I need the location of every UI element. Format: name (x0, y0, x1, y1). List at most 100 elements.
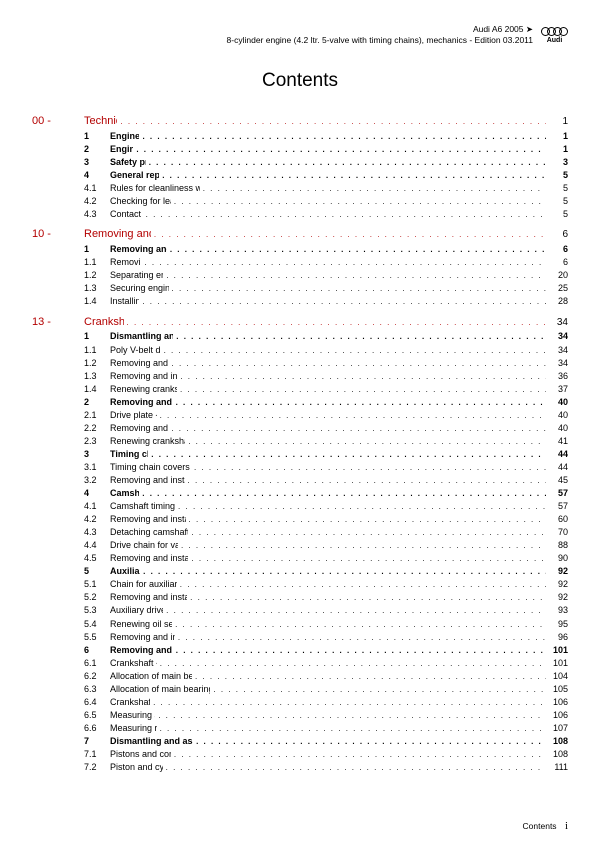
item-page: 3 (546, 156, 568, 169)
item-page: 60 (546, 513, 568, 526)
subsection-row: 6Removing and installing crankshaft101 (32, 644, 568, 657)
page-footer: Contents i (523, 820, 568, 832)
item-page: 34 (546, 330, 568, 343)
entry-row: 4.3Detaching camshaft timing chains from… (32, 526, 568, 539)
entry-row: 1.4Renewing crankshaft oil seal (pulley … (32, 383, 568, 396)
item-label: Removing and installing poly V-belt (110, 357, 169, 370)
item-number: 1 (32, 330, 110, 343)
leader-dots (175, 501, 546, 513)
entry-row: 6.6Measuring radial clearance107 (32, 722, 568, 735)
item-page: 92 (546, 578, 568, 591)
item-number: 6.4 (32, 696, 110, 709)
item-page: 5 (546, 182, 568, 195)
item-label: Removing and installing spur gear drive (110, 631, 175, 644)
item-page: 28 (546, 295, 568, 308)
item-label: Removing and installing engine (110, 243, 167, 256)
item-number: 6.6 (32, 722, 110, 735)
item-number: 1.1 (32, 256, 110, 269)
item-page: 70 (546, 526, 568, 539)
item-label: Engine number (110, 130, 139, 143)
item-label: Detaching camshaft timing chains from ca… (110, 526, 188, 539)
subsection-row: 1Removing and installing engine6 (32, 243, 568, 256)
item-page: 106 (546, 709, 568, 722)
leader-dots (173, 331, 546, 343)
subsection-row: 2Engine data1 (32, 143, 568, 156)
item-number: 5.4 (32, 618, 110, 631)
item-page: 41 (546, 435, 568, 448)
leader-dots (177, 579, 546, 591)
header-line2: 8-cylinder engine (4.2 ltr. 5-valve with… (227, 35, 533, 46)
item-page: 5 (546, 169, 568, 182)
item-page: 40 (546, 409, 568, 422)
item-number: 1.3 (32, 370, 110, 383)
leader-dots (157, 658, 546, 670)
toc-section: 10 -Removing and installing engine61Remo… (32, 227, 568, 308)
item-page: 45 (546, 474, 568, 487)
item-number: 7 (32, 735, 110, 748)
leader-dots (178, 540, 546, 552)
entry-row: 4.3Contact corrosion!5 (32, 208, 568, 221)
leader-dots (171, 749, 546, 761)
item-label: Timing chain covers (110, 448, 148, 461)
item-page: 111 (546, 761, 568, 774)
subsection-row: 3Safety precautions3 (32, 156, 568, 169)
item-label: Removing and installing drive plate (110, 396, 173, 409)
entry-row: 4.4Drive chain for valve gear - exploded… (32, 539, 568, 552)
item-label: Timing chain covers - exploded view of c… (110, 461, 191, 474)
leader-dots (188, 553, 546, 565)
leader-dots (175, 632, 546, 644)
item-label: Removing engine (110, 256, 141, 269)
leader-dots (187, 592, 546, 604)
leader-dots (172, 619, 546, 631)
item-number: 4.5 (32, 552, 110, 565)
item-page: 5 (546, 208, 568, 221)
item-label: Drive plate - exploded view (110, 409, 157, 422)
item-page: 90 (546, 552, 568, 565)
leader-dots (163, 762, 546, 774)
item-label: Measuring radial clearance (110, 722, 157, 735)
item-page: 34 (546, 357, 568, 370)
leader-dots (171, 196, 546, 208)
entry-row: 6.2Allocation of main bearing shells for… (32, 670, 568, 683)
item-number: 1 (32, 130, 110, 143)
item-number: 2.3 (32, 435, 110, 448)
leader-dots (141, 257, 546, 269)
item-label: Installing engine (110, 295, 139, 308)
item-label: Engine data (110, 143, 133, 156)
item-page: 106 (546, 696, 568, 709)
item-number: 4.2 (32, 513, 110, 526)
section-page: 1 (546, 115, 568, 130)
leader-dots (140, 566, 546, 578)
item-page: 6 (546, 243, 568, 256)
item-label: Removing and installing all timing chain… (110, 474, 185, 487)
subsection-row: 4Camshaft drive57 (32, 487, 568, 500)
item-page: 40 (546, 422, 568, 435)
item-page: 57 (546, 500, 568, 513)
footer-page: i (565, 820, 568, 832)
leader-dots (143, 209, 546, 221)
logo-text: Audi (547, 37, 563, 44)
item-page: 37 (546, 383, 568, 396)
entry-row: 6.4Crankshaft dimensions106 (32, 696, 568, 709)
section-number: 00 - (32, 114, 84, 130)
item-label: Drive chain for valve gear - exploded vi… (110, 539, 178, 552)
entry-row: 1.4Installing engine28 (32, 295, 568, 308)
item-label: General repair instructions (110, 169, 159, 182)
item-label: Separating engine and gearbox (110, 269, 163, 282)
section-label: Removing and installing engine (84, 227, 151, 243)
item-number: 1.1 (32, 344, 110, 357)
section-label: Technical data (84, 114, 117, 130)
item-label: Removing and installing drive plate (110, 422, 168, 435)
entry-row: 6.3Allocation of main bearing shells on … (32, 683, 568, 696)
item-label: Removing and installing drive chain for … (110, 552, 188, 565)
item-number: 6.5 (32, 709, 110, 722)
item-number: 1.4 (32, 383, 110, 396)
item-label: Camshaft timing chains - exploded view (110, 500, 175, 513)
entry-row: 7.2Piston and cylinder dimensions111 (32, 761, 568, 774)
entry-row: 1.2Removing and installing poly V-belt34 (32, 357, 568, 370)
item-number: 6 (32, 644, 110, 657)
item-number: 2.2 (32, 422, 110, 435)
item-number: 4.3 (32, 526, 110, 539)
item-label: Contact corrosion! (110, 208, 143, 221)
leader-dots (210, 684, 546, 696)
